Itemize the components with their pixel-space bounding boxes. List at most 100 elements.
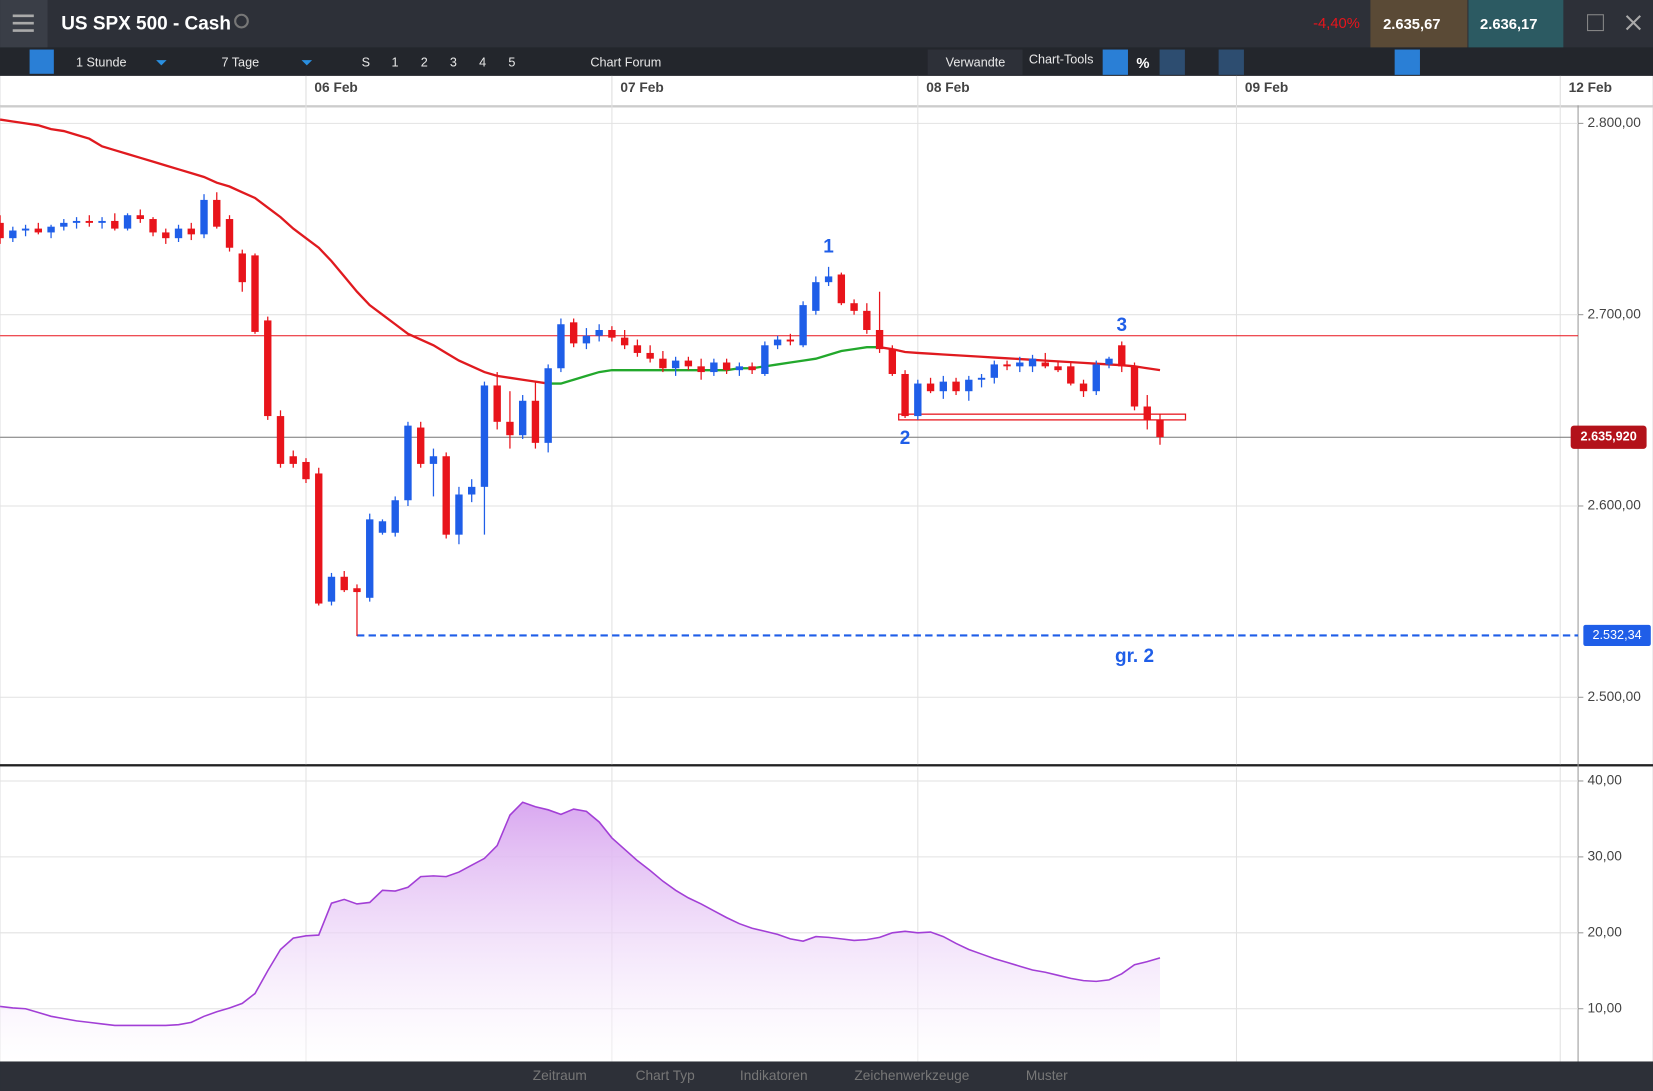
close-button[interactable] (1625, 15, 1642, 31)
candle-body (327, 576, 336, 602)
x-tick-label: 06 Feb (314, 80, 357, 95)
candle-body (914, 383, 922, 417)
y-tick-label: 30,00 (1588, 849, 1623, 864)
candle-body (1092, 364, 1100, 392)
candle-body (289, 456, 297, 464)
candle-body (468, 486, 476, 495)
period-button[interactable]: S (362, 56, 370, 70)
candle-body (123, 215, 132, 229)
candle-body (748, 366, 756, 371)
tool-button[interactable] (1159, 49, 1185, 75)
percent-button[interactable]: % (1136, 56, 1149, 72)
bottom-tab[interactable]: Zeitraum (533, 1068, 587, 1083)
bottom-tab[interactable]: Chart Typ (636, 1068, 695, 1083)
change: -4,40% (1313, 16, 1360, 32)
support-label-box (1583, 624, 1651, 646)
period-button[interactable]: 5 (508, 56, 515, 70)
candle-body (391, 500, 399, 533)
candle-body (47, 226, 55, 233)
candle-body (264, 320, 272, 417)
candle-body (480, 385, 489, 487)
candle-body (0, 222, 4, 239)
candle-body (722, 362, 731, 371)
candle-body (1143, 406, 1151, 420)
bottom-tab[interactable]: Zeichenwerkzeuge (854, 1068, 969, 1083)
related-button[interactable] (927, 49, 1023, 75)
period-button[interactable]: 4 (479, 56, 486, 70)
candle-body (72, 220, 81, 223)
bottom-tab[interactable]: Indikatoren (740, 1068, 808, 1083)
ask-box[interactable] (1468, 0, 1564, 48)
candle-body (455, 494, 463, 535)
y-tick-label: 10,00 (1588, 1000, 1623, 1015)
candle-body (977, 377, 986, 380)
candle-body (990, 364, 998, 378)
x-tick-label: 09 Feb (1245, 80, 1288, 95)
candle-body (404, 425, 412, 501)
bid-box[interactable] (1370, 0, 1468, 48)
candle-body (620, 337, 629, 346)
tool-button[interactable] (1102, 49, 1128, 75)
tool-button[interactable] (1218, 49, 1244, 75)
window-button[interactable] (1587, 14, 1604, 32)
candle-body (238, 253, 246, 283)
related: Verwandte (946, 56, 1006, 70)
period-button[interactable]: 2 (421, 56, 428, 70)
candle-body (1156, 419, 1164, 438)
candle-body (1028, 358, 1037, 367)
ask: 2.636,17 (1480, 17, 1537, 33)
candle-body (773, 339, 782, 346)
candle-body (302, 461, 310, 480)
period-button[interactable]: 3 (450, 56, 457, 70)
candle-body (200, 199, 208, 235)
y-tick-label: 2.600,00 (1588, 498, 1642, 513)
x-tick-label: 08 Feb (926, 80, 969, 95)
y-tick-label: 20,00 (1588, 924, 1623, 939)
main-panel (0, 105, 1653, 765)
candle-body (952, 381, 960, 392)
search-icon[interactable] (234, 13, 249, 29)
candle-body (506, 421, 514, 436)
candle-body (429, 456, 438, 464)
candle-body (646, 352, 654, 359)
candle-body (21, 228, 30, 231)
bottom-tab[interactable]: Muster (1026, 1068, 1068, 1083)
last-price-label: 2.635,920 (1581, 430, 1637, 444)
candle-body (417, 427, 425, 464)
date-row (0, 75, 1653, 106)
candle-body (608, 329, 616, 338)
settings-button[interactable] (29, 49, 54, 74)
chart-tools[interactable]: Chart-Tools (1029, 52, 1094, 66)
candle-body (1118, 345, 1126, 367)
candle-body (9, 230, 17, 239)
period-button[interactable]: 1 (392, 56, 399, 70)
bid: 2.635,67 (1383, 17, 1440, 33)
dropdown-arrow (156, 60, 167, 66)
candle-body (850, 303, 858, 311)
candle-body (213, 199, 221, 227)
y-tick-label: 2.500,00 (1588, 689, 1642, 704)
candle-body (531, 400, 540, 443)
candle-body (1130, 366, 1139, 407)
candle-body (926, 383, 935, 392)
interval-select[interactable]: 1 Stunde (76, 56, 127, 70)
candle-body (633, 345, 642, 353)
candle-body (939, 381, 947, 392)
range-select[interactable]: 7 Tage (221, 56, 259, 70)
candle-body (1054, 366, 1062, 371)
candle-body (174, 228, 183, 239)
candle-body (366, 519, 374, 598)
tool-button[interactable] (1394, 49, 1420, 75)
candle-body (1079, 383, 1088, 392)
candle-body (761, 345, 769, 374)
menu-icon (12, 14, 34, 32)
x-tick-label: 12 Feb (1569, 80, 1612, 95)
instrument-title: US SPX 500 - Cash (61, 13, 231, 34)
candle-body (162, 232, 170, 239)
candle-body (735, 366, 744, 371)
chart-forum[interactable]: Chart Forum (590, 56, 661, 70)
candle-body (710, 362, 718, 373)
candle-body (98, 220, 106, 223)
annotation: 1 (823, 237, 834, 258)
